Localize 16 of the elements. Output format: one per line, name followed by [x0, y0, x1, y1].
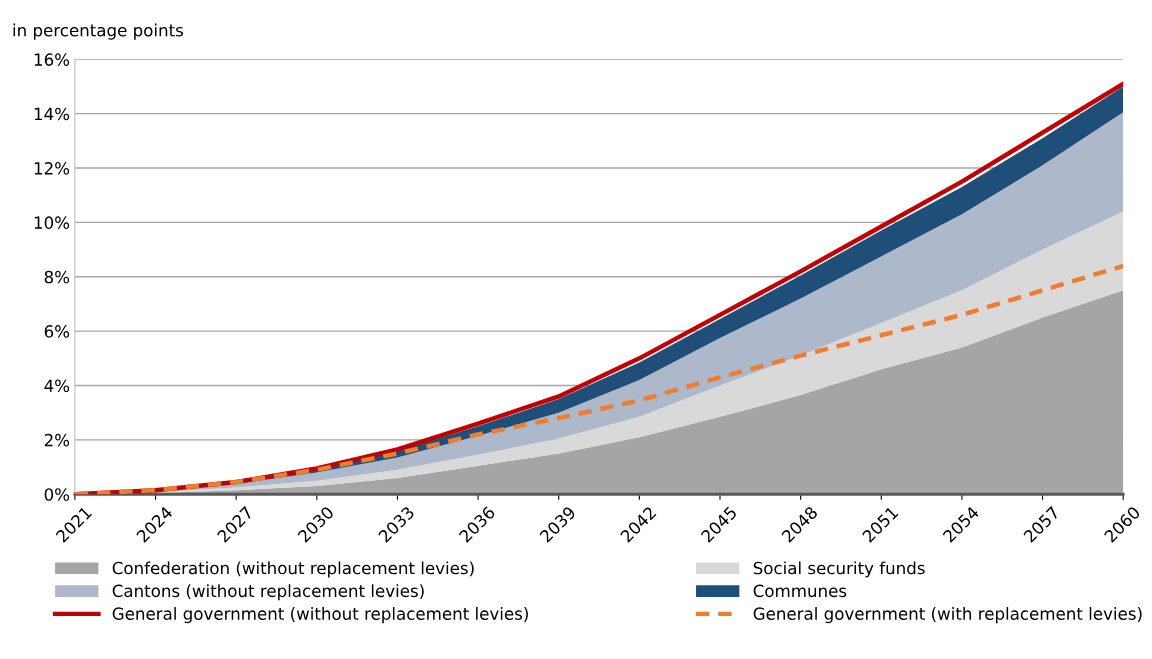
y-tick-label: 12%: [34, 162, 70, 175]
legend-label: Communes: [753, 584, 847, 598]
y-tick-label: 2%: [44, 433, 70, 447]
legend-label: Social security funds: [753, 561, 925, 578]
y-tick-label: 8%: [44, 270, 70, 284]
legend-label: General government (without replacement levies): [112, 607, 528, 624]
y-axis-title: in percentage points: [13, 23, 184, 40]
legend-label: Confederation (without replacement levies): [112, 561, 474, 578]
legend-label: General government (with replacement levies): [753, 607, 1142, 624]
y-tick-label: 14%: [34, 107, 70, 121]
y-tick-label: 6%: [44, 325, 70, 338]
y-tick-label: 0%: [44, 488, 70, 501]
y-tick-label: 16%: [34, 53, 70, 66]
y-tick-label: 10%: [34, 216, 70, 229]
y-tick-label: 4%: [44, 379, 70, 393]
legend-label: Cantons (without replacement levies): [112, 584, 424, 601]
